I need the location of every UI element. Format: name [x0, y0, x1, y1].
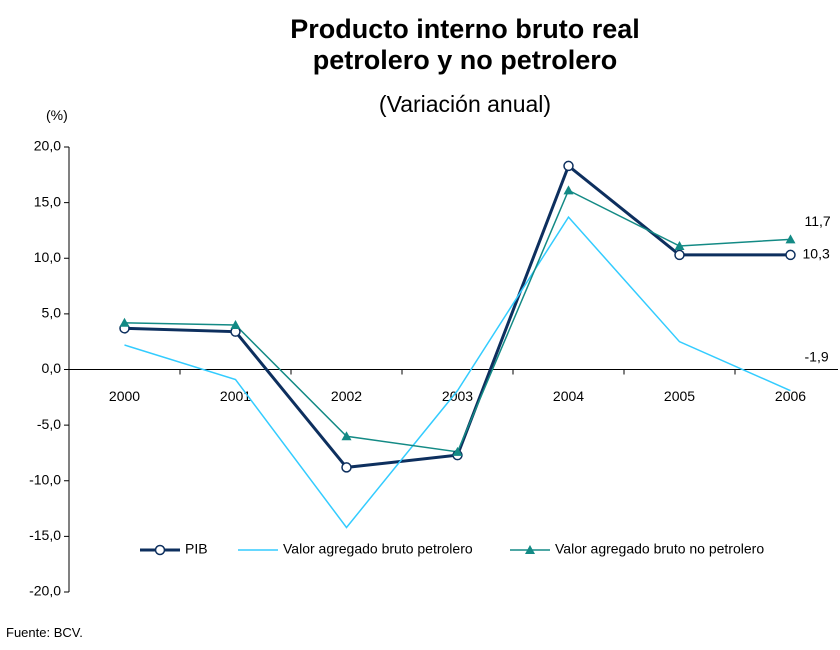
y-tick-label: 0,0 — [42, 360, 62, 376]
data-label: -1,9 — [805, 348, 829, 364]
point-marker — [230, 320, 241, 329]
x-tick-label: 2005 — [664, 388, 695, 404]
y-axis-label: (%) — [46, 107, 68, 123]
point-marker — [119, 317, 130, 327]
point-marker — [785, 249, 796, 261]
x-tick-label: 2004 — [553, 388, 584, 404]
series-line — [124, 163, 791, 469]
y-tick-label: -5,0 — [37, 416, 61, 432]
x-tick-label: 2002 — [331, 388, 362, 404]
y-tick-label: -10,0 — [29, 471, 61, 487]
legend-label: PIB — [185, 541, 208, 557]
series-line — [124, 215, 791, 529]
data-label: 10,3 — [803, 246, 830, 262]
chart-title: Producto interno bruto real petrolero y … — [290, 14, 640, 75]
point-marker — [674, 241, 685, 251]
point-marker — [452, 446, 463, 456]
data-label: 11,7 — [805, 213, 831, 229]
point-marker — [341, 462, 352, 473]
point-marker — [785, 234, 796, 244]
point-marker — [563, 160, 574, 172]
x-tick-label: 2001 — [220, 388, 251, 404]
y-tick-label: 10,0 — [34, 249, 61, 265]
x-tick-label: 2000 — [109, 388, 140, 404]
y-tick-label: 20,0 — [34, 138, 61, 154]
y-tick-label: -20,0 — [29, 583, 61, 599]
legend-label: Valor agregado bruto petrolero — [283, 541, 473, 557]
x-tick-label: 2006 — [775, 388, 806, 404]
y-tick-label: 15,0 — [34, 193, 61, 209]
legend-marker — [525, 545, 535, 554]
y-tick-label: 5,0 — [42, 305, 62, 321]
source-note: Fuente: BCV. — [6, 625, 83, 640]
point-marker — [674, 249, 685, 261]
legend-label: Valor agregado bruto no petrolero — [555, 541, 764, 557]
chart-subtitle: (Variación anual) — [378, 91, 552, 117]
legend-marker — [154, 544, 166, 556]
y-tick-label: -15,0 — [29, 527, 61, 543]
point-marker — [341, 431, 352, 441]
point-marker — [563, 185, 574, 195]
series-line — [124, 189, 791, 453]
